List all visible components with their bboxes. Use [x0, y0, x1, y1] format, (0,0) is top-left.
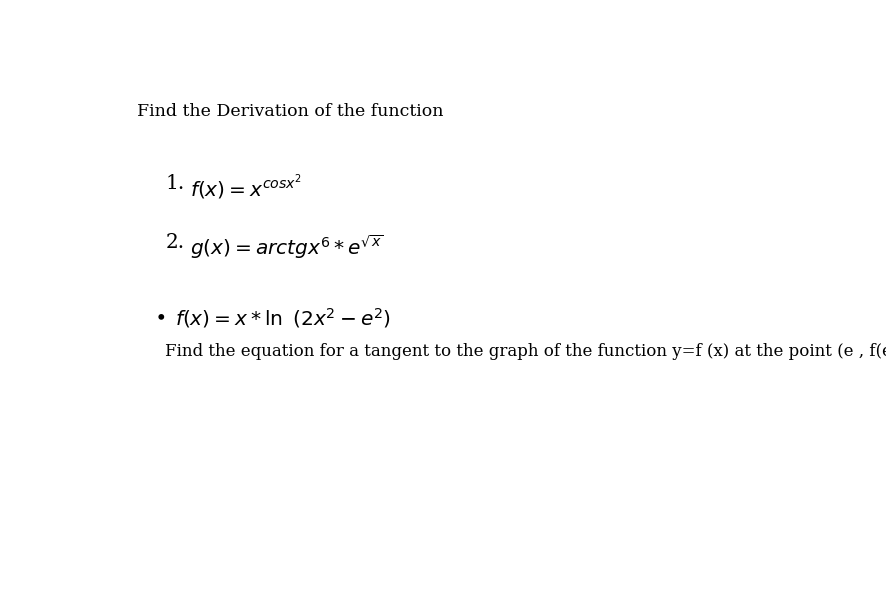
- Text: $f(x) = x^{cosx^2}$: $f(x) = x^{cosx^2}$: [190, 174, 302, 202]
- Text: 2.: 2.: [166, 233, 185, 252]
- Text: Find the equation for a tangent to the graph of the function y=f (x) at the poin: Find the equation for a tangent to the g…: [165, 343, 886, 360]
- Text: 1.: 1.: [166, 174, 185, 193]
- Text: $f(x) = x * \ln\ (2x^2 - e^2)$: $f(x) = x * \ln\ (2x^2 - e^2)$: [175, 307, 391, 330]
- Text: Find the Derivation of the function: Find the Derivation of the function: [136, 103, 443, 120]
- Text: $g(x) = arctgx^6 * e^{\sqrt{x}}$: $g(x) = arctgx^6 * e^{\sqrt{x}}$: [190, 233, 384, 261]
- Text: $\bullet$: $\bullet$: [154, 307, 165, 326]
